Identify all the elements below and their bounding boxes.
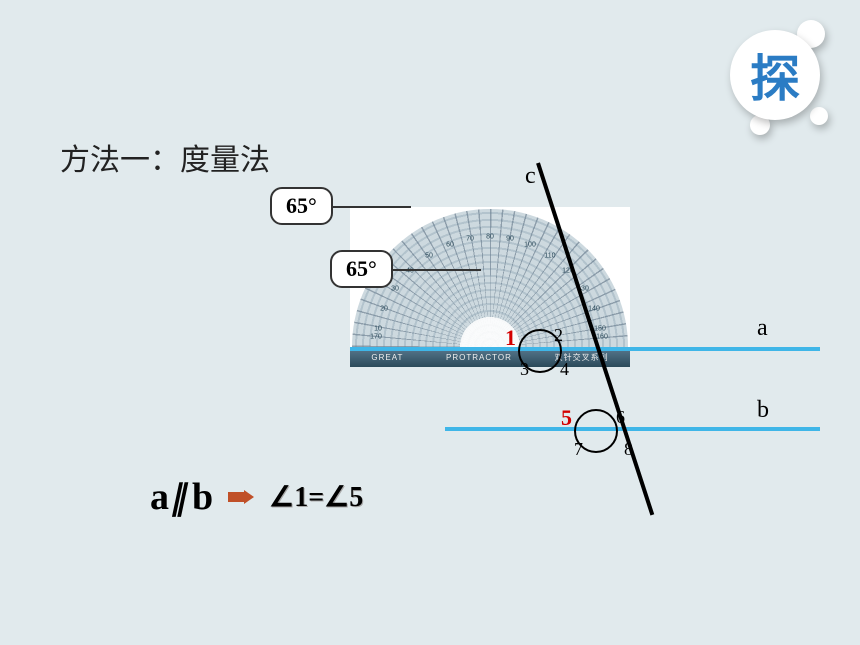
formula: a∥b ∠1=∠5 [150,475,363,519]
badge-char: 探 [730,30,820,120]
protractor-tick-number: 90 [506,236,514,243]
line-a [350,347,820,351]
callout-65-bottom: 65° [330,250,393,288]
angle-label: 6 [616,407,625,428]
badge-dot [810,107,828,125]
angle-label: 4 [560,359,569,380]
arrow-icon [228,490,254,504]
angle-label: 8 [624,439,633,460]
protractor-tick-number: 20 [380,306,388,313]
protractor-tick-number: 50 [425,253,433,260]
protractor-tick-number: 150 [594,326,606,333]
callout-text: 65° [346,256,377,281]
angle-label: 1 [505,325,516,351]
protractor-tick-number: 110 [544,253,555,260]
angle-label: 2 [554,325,563,346]
protractor-tick-number: 100 [524,242,536,249]
formula-b: b [192,476,213,518]
heading: 方法一：度量法 [60,135,270,179]
callout-leader [391,269,481,271]
callout-leader [331,206,411,208]
protractor-tick-number: 30 [391,286,399,293]
angle-label: 7 [574,439,583,460]
diagram: 1020304050607080901001101201301401501601… [330,175,830,525]
protractor-tick-number: 60 [446,242,454,249]
badge: 探 [720,20,830,130]
formula-a: a [150,476,169,518]
angle-label: 3 [520,359,529,380]
protractor-tick-number: 10 [374,326,382,333]
protractor-tick-number: 80 [486,234,494,241]
parallel-icon: ∥ [168,478,194,518]
protractor-tick-number: 170 [370,334,382,341]
label-a: a [757,315,768,342]
protractor-numbers: 1020304050607080901001101201301401501601… [352,209,628,347]
protractor: 1020304050607080901001101201301401501601… [350,207,630,367]
formula-ab: a∥b [150,475,213,519]
formula-eq: ∠1=∠5 [269,480,363,514]
line-b [445,427,820,431]
label-b: b [757,397,769,424]
protractor-brand: PROTRACTOR [446,353,512,362]
protractor-arc: 1020304050607080901001101201301401501601… [352,209,628,347]
angle-label: 5 [561,405,572,431]
protractor-tick-number: 140 [588,306,600,313]
callout-65-top: 65° [270,187,333,225]
callout-text: 65° [286,193,317,218]
protractor-tick-number: 160 [596,334,608,341]
label-c: c [525,163,536,190]
protractor-brand: GREAT [371,353,403,362]
protractor-tick-number: 70 [466,236,474,243]
